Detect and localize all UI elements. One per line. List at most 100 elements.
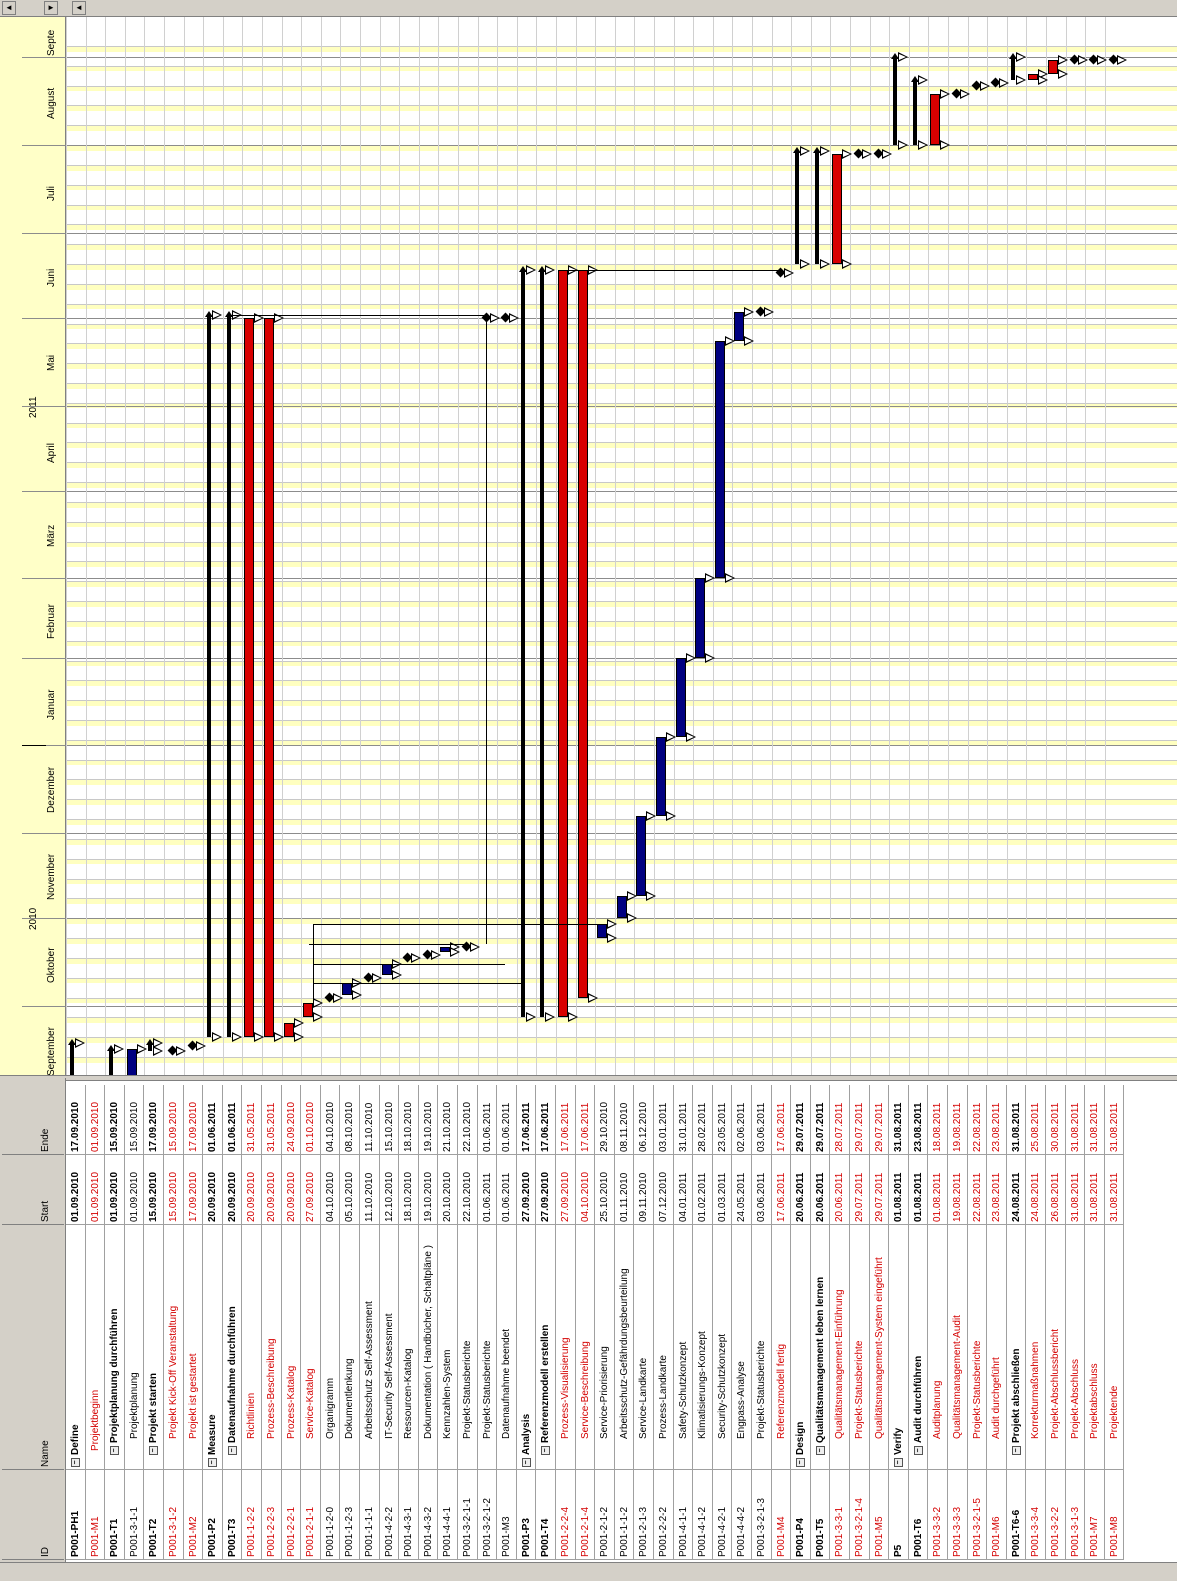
collapse-toggle-icon[interactable]: −	[894, 1458, 904, 1467]
task-bar[interactable]	[264, 317, 274, 1038]
table-row[interactable]: P001-1-2-2 Richtlinien 20.09.2010 31.05.201…	[242, 1078, 262, 1581]
summary-bar[interactable]	[912, 79, 917, 146]
gantt-scroll-left-button[interactable]: ◄	[72, 1, 86, 15]
summary-bar[interactable]	[540, 269, 545, 1018]
table-row[interactable]: P001-M3 Datenaufnahme beendet 01.06.2011 01…	[497, 1078, 517, 1581]
summary-bar[interactable]	[148, 1042, 153, 1052]
table-row[interactable]: P001-2-2-4 Prozess-Visualisierung 27.09.20…	[556, 1078, 576, 1581]
collapse-toggle-icon[interactable]: −	[1011, 1446, 1021, 1455]
table-row[interactable]: P001-T6 − Audit durchführen 01.08.2011 23.08…	[908, 1078, 929, 1581]
task-bar[interactable]	[303, 1003, 314, 1018]
column-header-start[interactable]: Start	[2, 1155, 64, 1225]
table-row[interactable]: P001-2-1-4 Service-Beschreibung 04.10.2010…	[575, 1078, 596, 1581]
table-row[interactable]: P001-3-1-1 Projektplanung 01.09.2010 15.09.…	[124, 1078, 145, 1581]
table-row[interactable]: P001-M2 Projekt ist gestartet 17.09.2010 17…	[183, 1078, 204, 1581]
task-bar[interactable]	[381, 963, 392, 975]
task-bar[interactable]	[342, 983, 353, 995]
table-row[interactable]: P001-4-2-1 Security-Schutzkonzept 01.03.20…	[712, 1078, 733, 1581]
table-row[interactable]: P001-4-1-1 Safety-Schutzkonzept 04.01.2011…	[673, 1078, 694, 1581]
table-row[interactable]: P001-4-4-2 Engpass-Analyse 24.05.2011 02.06…	[732, 1078, 752, 1581]
task-bar[interactable]	[283, 1023, 294, 1038]
table-row[interactable]: P001-1-1-2 Arbeitsschutz-Gefährdungsbeurt…	[614, 1078, 635, 1581]
task-bar[interactable]	[577, 269, 588, 998]
table-row[interactable]: P001-M4 Referenzmodell fertig 17.06.2011 17…	[771, 1078, 792, 1581]
table-row[interactable]: P001-1-2-0 Organigramm 04.10.2010 04.10.201…	[320, 1078, 341, 1581]
task-bar[interactable]	[616, 895, 627, 919]
summary-bar[interactable]	[893, 57, 898, 146]
table-row[interactable]: P001-3-3-2 Auditplanung 01.08.2011 18.08.20…	[928, 1078, 948, 1581]
table-row[interactable]: P001-2-2-1 Prozess-Katalog 20.09.2010 24.09…	[281, 1078, 302, 1581]
pane-splitter[interactable]	[0, 1075, 1177, 1081]
task-bar[interactable]	[656, 737, 666, 817]
table-scroll-left-button[interactable]: ◄	[2, 1, 16, 15]
table-row[interactable]: P001-3-2-1-4 Projekt-Statusberichte 29.07.…	[850, 1078, 870, 1581]
table-row[interactable]: P001-3-2-1-5 Projekt-Statusberichte 22.08.…	[967, 1078, 988, 1581]
task-bar[interactable]	[734, 312, 745, 341]
table-row[interactable]: P001-M7 Projektabschluss 31.08.2011 31.08.2…	[1085, 1078, 1105, 1581]
summary-bar[interactable]	[814, 150, 819, 265]
task-bar[interactable]	[440, 946, 451, 953]
collapse-toggle-icon[interactable]: −	[227, 1446, 237, 1455]
summary-bar[interactable]	[795, 150, 800, 265]
task-bar[interactable]	[832, 153, 843, 265]
collapse-toggle-icon[interactable]: −	[70, 1458, 80, 1467]
column-header-name[interactable]: Name	[2, 1225, 64, 1470]
summary-bar[interactable]	[1010, 57, 1015, 80]
table-row[interactable]: P001-2-2-2 Prozess-Landkarte 07.12.2010 03.…	[654, 1078, 674, 1581]
table-row[interactable]: P001-3-2-1-2 Projekt-Statusberichte 01.06.…	[477, 1078, 498, 1581]
table-row[interactable]: P001-4-3-1 Ressourcen-Katalog 18.10.2010 18…	[399, 1078, 419, 1581]
table-row[interactable]: P001-4-2-2 IT-Security Self-Assessment 12.…	[379, 1078, 400, 1581]
column-header-id[interactable]: ID	[2, 1470, 64, 1560]
summary-bar[interactable]	[70, 1042, 74, 1075]
table-row[interactable]: P001-2-1-1 Service-Katalog 27.09.2010 01.10…	[301, 1078, 321, 1581]
table-row[interactable]: P001-T3 − Datenaufnahme durchführen 20.09.2…	[222, 1078, 243, 1581]
table-row[interactable]: P001-3-3-1 Qualitätsmanagement-Einführung…	[830, 1078, 850, 1581]
collapse-toggle-icon[interactable]: −	[521, 1458, 531, 1467]
table-row[interactable]: P001-4-1-2 Klimatisierungs-Konzept 01.02.2…	[693, 1078, 713, 1581]
top-scrollbar[interactable]: ◄ ► ◄	[0, 0, 1177, 17]
table-row[interactable]: P001-T6-6 − Projekt abschließen 24.08.2011 3…	[1006, 1078, 1027, 1581]
collapse-toggle-icon[interactable]: −	[208, 1458, 218, 1467]
task-bar[interactable]	[244, 317, 255, 1038]
table-row[interactable]: P001-3-1-3 Projekt-Abschluss 31.08.2011 31.…	[1065, 1078, 1086, 1581]
table-row[interactable]: P001-T4 − Referenzmodell erstellen 27.09.20…	[536, 1078, 556, 1581]
task-bar[interactable]	[1028, 74, 1039, 80]
task-bar[interactable]	[1048, 60, 1058, 75]
table-row[interactable]: P001-4-4-1 Kennzahlen-System 20.10.2010 21.…	[438, 1078, 458, 1581]
table-row[interactable]: P001-1-2-3 Dokumentlenkung 05.10.2010 08.10…	[340, 1078, 360, 1581]
summary-bar[interactable]	[109, 1048, 114, 1075]
table-row[interactable]: P001-3-3-4 Korrekturmaßnahmen 24.08.2011 25…	[1026, 1078, 1046, 1581]
table-row[interactable]: P5 − Verify 01.08.2011 31.08.2011	[889, 1078, 909, 1581]
task-bar[interactable]	[636, 816, 647, 896]
table-row[interactable]: P001-2-1-2 Service-Priorisierung 25.10.201…	[595, 1078, 615, 1581]
collapse-toggle-icon[interactable]: −	[149, 1446, 159, 1455]
table-row[interactable]: P001-3-2-2 Projekt-Abschlussbericht 26.08.…	[1046, 1078, 1066, 1581]
table-row[interactable]: P001-3-1-2 Projekt Kick-Off Veranstaltung…	[164, 1078, 184, 1581]
table-row[interactable]: P001-T2 − Projekt starten 15.09.2010 17.09.2…	[144, 1078, 164, 1581]
table-row[interactable]: P001-M5 Qualitätsmanagement-System eingef…	[869, 1078, 890, 1581]
summary-bar[interactable]	[207, 315, 212, 1038]
table-row[interactable]: P001-T5 − Qualitätsmanagement leben lernen…	[810, 1078, 831, 1581]
table-row[interactable]: P001-3-3-3 Qualitätsmanagement-Audit 19.08…	[948, 1078, 968, 1581]
task-bar[interactable]	[695, 578, 706, 658]
table-row[interactable]: P001-3-2-1-3 Projekt-Statusberichte 03.06.…	[752, 1078, 772, 1581]
task-bar[interactable]	[597, 923, 608, 939]
table-row[interactable]: P001-P2 − Measure 20.09.2010 01.06.2011	[203, 1078, 223, 1581]
task-bar[interactable]	[558, 269, 568, 1018]
column-header-end[interactable]: Ende	[2, 1085, 64, 1155]
table-row[interactable]: P001-M6 Audit durchgeführt 23.08.2011 23.08…	[987, 1078, 1007, 1581]
table-row[interactable]: P001-T1 − Projektplanung durchführen 01.09.…	[105, 1078, 125, 1581]
task-bar[interactable]	[675, 657, 686, 737]
collapse-toggle-icon[interactable]: −	[541, 1446, 551, 1455]
summary-bar[interactable]	[226, 315, 231, 1038]
table-scroll-right-button[interactable]: ►	[44, 1, 58, 15]
table-row[interactable]: P001-1-1-1 Arbeitsschutz Self-Assessment 1…	[360, 1078, 380, 1581]
table-row[interactable]: P001-2-2-3 Prozess-Beschreibung 20.09.2010…	[262, 1078, 282, 1581]
collapse-toggle-icon[interactable]: −	[796, 1458, 806, 1467]
collapse-toggle-icon[interactable]: −	[110, 1446, 120, 1455]
task-bar[interactable]	[126, 1048, 137, 1075]
table-row[interactable]: P001-P3 − Analysis 27.09.2010 17.06.2011	[516, 1078, 537, 1581]
table-row[interactable]: P001-P4 − Design 20.06.2011 29.07.2011	[791, 1078, 811, 1581]
collapse-toggle-icon[interactable]: −	[815, 1446, 825, 1455]
table-row[interactable]: P001-PH1 − Define 01.09.2010 17.09.2010	[66, 1078, 86, 1581]
